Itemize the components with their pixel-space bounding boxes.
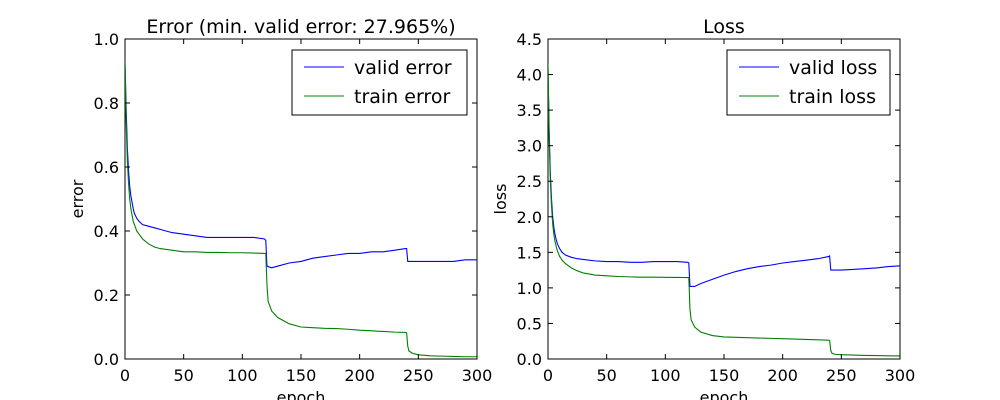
y-tick-label: 3.5 <box>517 101 542 120</box>
y-tick-label: 1.5 <box>517 243 542 262</box>
chart-title: Loss <box>703 16 745 38</box>
chart-title: Error (min. valid error: 27.965%) <box>146 16 455 38</box>
series-line-train-error <box>125 61 477 358</box>
x-tick-label: 50 <box>173 366 193 385</box>
legend: valid error train error <box>291 49 468 116</box>
y-tick-label: 1.0 <box>94 30 119 49</box>
y-tick-label: 0.6 <box>94 158 119 177</box>
x-tick-label: 0 <box>543 366 553 385</box>
legend-box <box>291 49 468 116</box>
legend-label: train error <box>354 86 450 108</box>
series-line-valid-loss <box>548 67 900 288</box>
y-tick-label: 0.2 <box>94 286 119 305</box>
x-tick-label: 100 <box>227 366 258 385</box>
y-tick-label: 0.4 <box>94 222 119 241</box>
x-tick-label: 100 <box>650 366 681 385</box>
legend-label: train loss <box>789 86 876 108</box>
legend-label: valid error <box>354 57 452 79</box>
x-tick-label: 300 <box>885 366 916 385</box>
x-tick-label: 50 <box>596 366 616 385</box>
x-tick-label: 300 <box>462 366 493 385</box>
y-tick-label: 2.0 <box>517 208 542 227</box>
chart-1: 0 50 100 150 200 250 300 0.0 0.5 1.0 1.5 2.0 2.5 3.0 3… <box>491 16 915 400</box>
y-tick-label: 3.0 <box>517 137 542 156</box>
legend-box <box>726 49 891 116</box>
y-tick-label: 4.5 <box>517 30 542 49</box>
y-tick-label: 2.5 <box>517 172 542 191</box>
x-tick-label: 200 <box>767 366 798 385</box>
y-axis-label: loss <box>491 184 510 215</box>
y-tick-label: 0.0 <box>94 350 119 369</box>
legend-label: valid loss <box>789 57 877 79</box>
y-tick-label: 4.0 <box>517 66 542 85</box>
x-axis-label: epoch <box>700 388 749 400</box>
x-tick-label: 200 <box>344 366 375 385</box>
series-line-train-loss <box>548 63 900 357</box>
x-tick-label: 250 <box>826 366 857 385</box>
x-tick-label: 250 <box>403 366 434 385</box>
x-axis-label: epoch <box>277 388 326 400</box>
y-tick-label: 0.8 <box>94 94 119 113</box>
x-tick-label: 150 <box>709 366 740 385</box>
legend: valid loss train loss <box>726 49 891 116</box>
x-tick-label: 0 <box>120 366 130 385</box>
chart-0: 0 50 100 150 200 250 300 0.0 0.2 0.4 0.6 0.8 1.0 Erro… <box>68 16 492 400</box>
series-line-valid-error <box>125 61 477 269</box>
x-tick-label: 150 <box>286 366 317 385</box>
y-tick-label: 0.5 <box>517 314 542 333</box>
y-tick-label: 0.0 <box>517 350 542 369</box>
y-axis-label: error <box>68 179 87 218</box>
y-tick-label: 1.0 <box>517 279 542 298</box>
